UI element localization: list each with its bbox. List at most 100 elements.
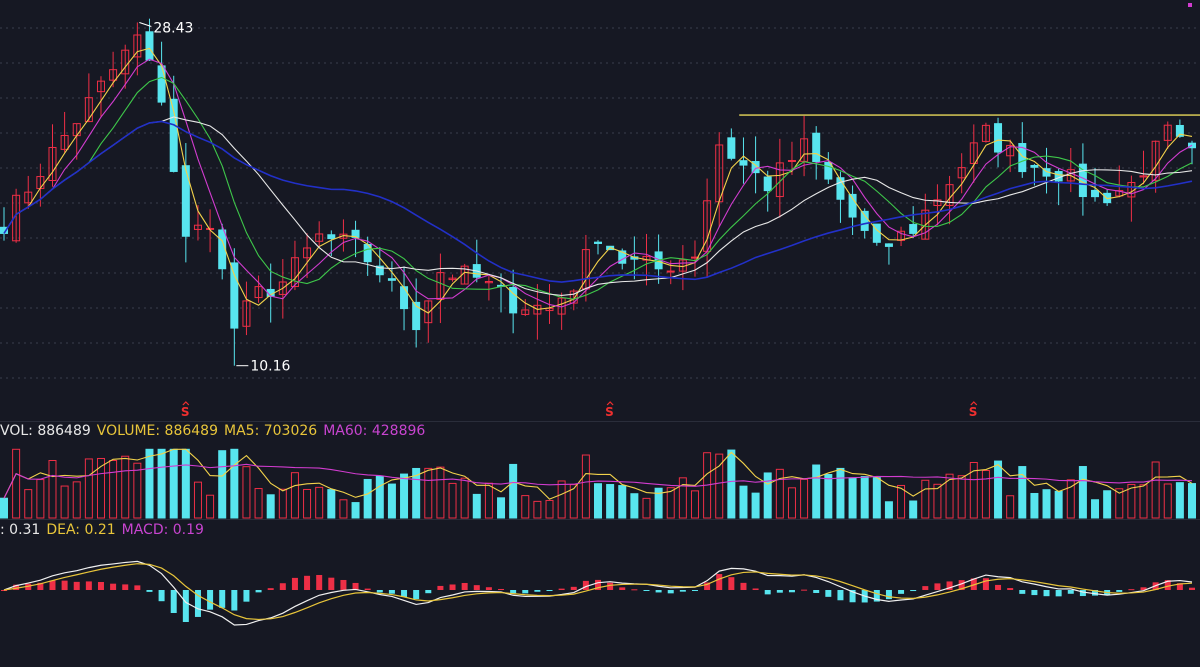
macd-bar: [304, 575, 311, 590]
moving-averages: [3, 47, 1193, 314]
candle-body: [727, 137, 736, 159]
volume-bar: [181, 448, 190, 519]
volume-bar: [145, 448, 154, 519]
candle-body: [484, 280, 493, 284]
price-grid: [0, 27, 1200, 379]
macd-bar: [461, 582, 468, 590]
volume-bar: [1078, 466, 1087, 519]
volume-ma-lines: [3, 448, 1193, 500]
volume-bar: [133, 462, 142, 519]
corner-dot: [1188, 3, 1192, 7]
candle-body: [933, 199, 942, 206]
macd-bar: [679, 590, 686, 592]
macd-bar: [49, 580, 56, 590]
volume-bar: [872, 477, 881, 519]
volume-bar: [254, 488, 263, 519]
macd-bar: [158, 590, 165, 602]
volume-bar: [897, 484, 906, 519]
dea-line: [3, 563, 1193, 621]
volume-bar: [1103, 490, 1112, 519]
candle-body: [412, 301, 421, 331]
volume-bar: [303, 488, 312, 519]
volume-bar: [278, 488, 287, 519]
macd-bar: [207, 590, 214, 610]
volume-bar: [497, 497, 506, 519]
volume-ma60-line: [3, 463, 1193, 499]
candle-body: [848, 193, 857, 218]
ma10-line: [3, 58, 1193, 308]
volume-bar: [1091, 499, 1100, 519]
candle-body: [133, 34, 142, 58]
volume-bar: [1127, 483, 1136, 519]
macd-bar: [1176, 583, 1183, 590]
macd-bar: [534, 590, 541, 592]
macd-bar: [340, 579, 347, 590]
volume-bar: [1163, 483, 1172, 519]
candle-body: [521, 309, 530, 315]
volume-bar: [727, 449, 736, 519]
volume-bar: [933, 483, 942, 519]
volume-bar: [800, 478, 809, 519]
candle-body: [230, 262, 239, 329]
candle-body: [157, 65, 166, 103]
volume-bar: [1151, 461, 1160, 519]
macd-separator: [0, 519, 1200, 520]
volume-bar: [642, 497, 651, 519]
volume-bar: [218, 450, 227, 519]
macd-bar: [291, 577, 298, 590]
volume-bar: [618, 485, 627, 519]
volume-bar: [1006, 495, 1015, 519]
candle-body: [24, 191, 33, 204]
macd-bar: [473, 585, 480, 590]
candle-body: [509, 286, 518, 314]
macd-bar: [716, 574, 723, 590]
macd-bar: [85, 581, 92, 590]
volume-bar: [957, 475, 966, 519]
macd-bar: [146, 590, 153, 592]
macd-bar: [801, 589, 808, 591]
volume-bar: [472, 493, 481, 519]
macd-bar: [898, 590, 905, 594]
macd-bar: [449, 584, 456, 590]
s-marker-caret: [182, 401, 190, 406]
candle-body: [84, 97, 93, 123]
macd-bar: [1079, 590, 1086, 597]
candle-body: [400, 286, 409, 310]
candle-body: [96, 80, 105, 93]
macd-bar: [934, 583, 941, 590]
candle-body: [824, 161, 833, 180]
volume-bar: [945, 473, 954, 519]
volume-bar: [533, 500, 542, 519]
volume-bar: [1042, 489, 1051, 519]
volume-bar: [266, 494, 275, 519]
candle-body: [1006, 144, 1015, 157]
s-marker: S: [605, 405, 614, 419]
candle-body: [751, 161, 760, 174]
macd-bar: [1164, 580, 1171, 590]
macd-bar: [1067, 590, 1074, 594]
volume-bar: [424, 467, 433, 519]
candle-body: [957, 167, 966, 179]
candle-body: [909, 224, 918, 234]
macd-bar: [279, 583, 286, 590]
ma60-line: [3, 120, 1193, 283]
volume-bar: [1018, 466, 1027, 519]
candle-body: [327, 234, 336, 240]
macd-bar: [631, 589, 638, 591]
macd-bar: [643, 590, 650, 591]
candle-body: [48, 146, 57, 181]
macd-bar: [995, 584, 1002, 590]
macd-bar: [73, 581, 80, 590]
candle-body: [12, 194, 21, 242]
macd-bar: [1019, 590, 1026, 594]
macd-bar: [364, 588, 371, 590]
vol-ma5-value: MA5: 703026: [224, 423, 318, 439]
volume-bar: [775, 468, 784, 519]
macd-value: MACD: 0.19: [121, 522, 204, 538]
ma5-line: [3, 47, 1193, 314]
macd-bar: [13, 584, 20, 590]
volume-bar: [678, 477, 687, 519]
volume-bar: [460, 477, 469, 519]
volume-bar: [193, 481, 202, 519]
candle-body: [181, 165, 190, 237]
